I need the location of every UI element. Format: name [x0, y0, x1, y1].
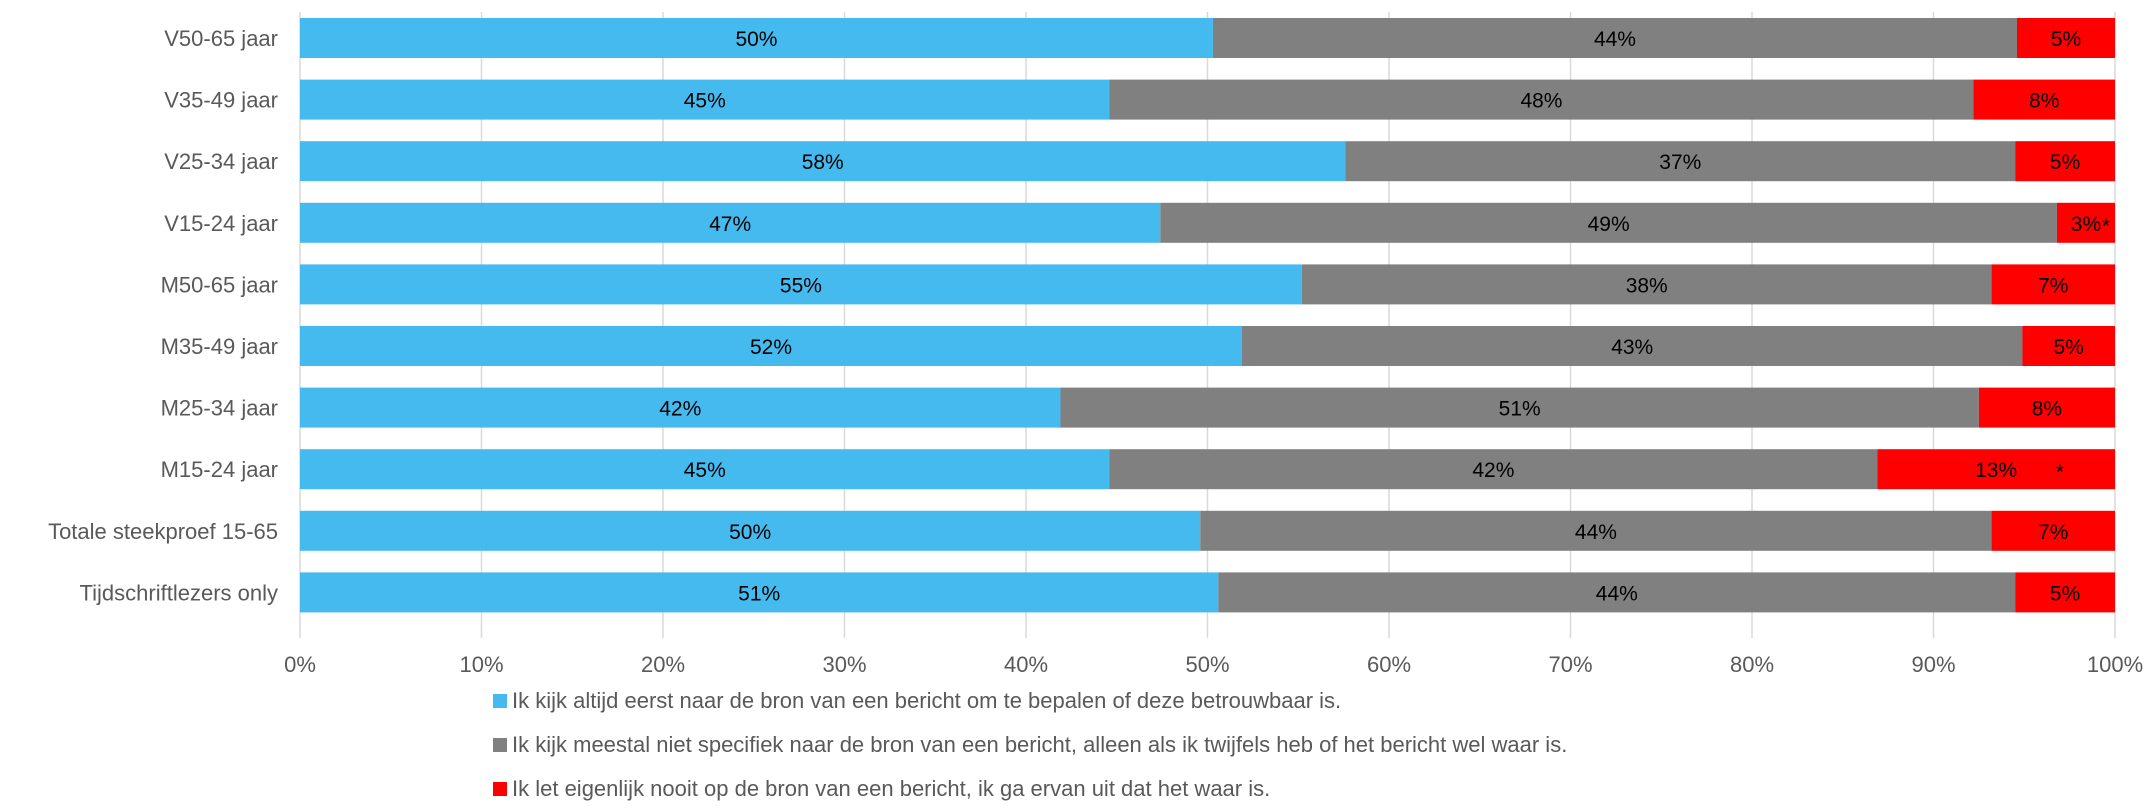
bar-segment — [1978, 387, 2115, 428]
x-tick-label: 70% — [1548, 652, 1592, 677]
bar-segment — [1345, 141, 2016, 182]
bar-segment — [2016, 18, 2115, 58]
data-label: 48% — [1520, 90, 1562, 113]
data-label: 47% — [709, 213, 751, 236]
bar-segment — [300, 510, 1201, 551]
bar-segment — [300, 18, 1213, 58]
data-label: 38% — [1626, 274, 1668, 297]
data-label: 50% — [735, 28, 777, 51]
category-label: M25-34 jaar — [161, 396, 278, 421]
x-tick-label: 10% — [459, 652, 503, 677]
bar-segment — [1973, 79, 2115, 120]
data-label: 5% — [2050, 151, 2080, 174]
bar-segment — [2015, 141, 2115, 182]
data-label: 58% — [802, 151, 844, 174]
bar-segment — [1218, 572, 2016, 613]
bar-segment — [1200, 510, 1992, 551]
bar-segment — [300, 264, 1302, 305]
category-label: Totale steekproef 15-65 — [48, 519, 278, 544]
category-label: Tijdschriftlezers only — [80, 580, 278, 605]
data-label: 51% — [738, 582, 780, 605]
bar-segment — [1212, 18, 2017, 58]
bar-segment — [1060, 387, 1979, 428]
data-label: 52% — [750, 336, 792, 359]
data-label: 5% — [2050, 582, 2080, 605]
annotation-asterisk: * — [2102, 215, 2110, 238]
bar-segment — [1877, 449, 2115, 490]
category-label: M15-24 jaar — [161, 457, 278, 482]
x-tick-label: 100% — [2087, 652, 2143, 677]
legend-swatch — [493, 738, 507, 752]
legend-entry: Ik kijk altijd eerst naar de bron van ee… — [512, 688, 1341, 713]
data-label: 44% — [1594, 28, 1636, 51]
bar-segment — [1160, 202, 2057, 243]
bar-segment — [300, 141, 1346, 182]
data-label: 45% — [684, 90, 726, 113]
legend-entry: Ik kijk meestal niet specifiek naar de b… — [512, 732, 1567, 757]
bar-segment — [300, 79, 1110, 120]
bar-segment — [1991, 264, 2115, 305]
bar-segment — [1109, 449, 1878, 490]
x-tick-label: 80% — [1730, 652, 1774, 677]
legend-swatch — [493, 694, 507, 708]
bar-segment — [2015, 572, 2115, 613]
data-label: 3% — [2071, 213, 2101, 236]
data-label: 50% — [729, 521, 771, 544]
bar-segment — [300, 387, 1061, 428]
bar-segment — [2056, 202, 2115, 243]
bar-segment — [1301, 264, 1992, 305]
data-label: 42% — [659, 398, 701, 421]
data-label: 45% — [684, 459, 726, 482]
data-label: 44% — [1575, 521, 1617, 544]
category-label: M35-49 jaar — [161, 334, 278, 359]
annotation-asterisk: * — [2056, 461, 2064, 484]
data-label: 8% — [2029, 90, 2059, 113]
data-label: 49% — [1588, 213, 1630, 236]
category-label: M50-65 jaar — [161, 272, 278, 297]
bar-segment — [300, 202, 1161, 243]
category-label: V25-34 jaar — [164, 149, 278, 174]
data-label: 43% — [1611, 336, 1653, 359]
x-tick-label: 20% — [641, 652, 685, 677]
data-label: 7% — [2038, 521, 2068, 544]
data-label: 51% — [1499, 398, 1541, 421]
bar-segment — [300, 326, 1242, 366]
x-tick-label: 30% — [822, 652, 866, 677]
data-label: 13% — [1975, 459, 2017, 482]
data-label: 37% — [1659, 151, 1701, 174]
bar-segment — [1991, 510, 2115, 551]
data-label: 42% — [1472, 459, 1514, 482]
x-tick-label: 50% — [1185, 652, 1229, 677]
category-label: V50-65 jaar — [164, 26, 278, 51]
x-tick-label: 60% — [1367, 652, 1411, 677]
category-label: V15-24 jaar — [164, 211, 278, 236]
data-label: 8% — [2032, 398, 2062, 421]
x-tick-label: 40% — [1004, 652, 1048, 677]
data-label: 44% — [1596, 582, 1638, 605]
bar-segment — [1241, 326, 2023, 366]
data-label: 7% — [2038, 274, 2068, 297]
data-label: 5% — [2051, 28, 2081, 51]
data-label: 5% — [2054, 336, 2084, 359]
category-label: V35-49 jaar — [164, 88, 278, 113]
x-tick-label: 0% — [284, 652, 316, 677]
x-tick-label: 90% — [1911, 652, 1955, 677]
legend-swatch — [493, 782, 507, 796]
bar-segment — [2022, 326, 2115, 366]
legend-entry: Ik let eigenlijk nooit op de bron van ee… — [512, 776, 1270, 801]
bar-segment — [300, 449, 1110, 490]
data-label: 55% — [780, 274, 822, 297]
bar-segment — [1109, 79, 1974, 120]
bar-segment — [300, 572, 1219, 613]
